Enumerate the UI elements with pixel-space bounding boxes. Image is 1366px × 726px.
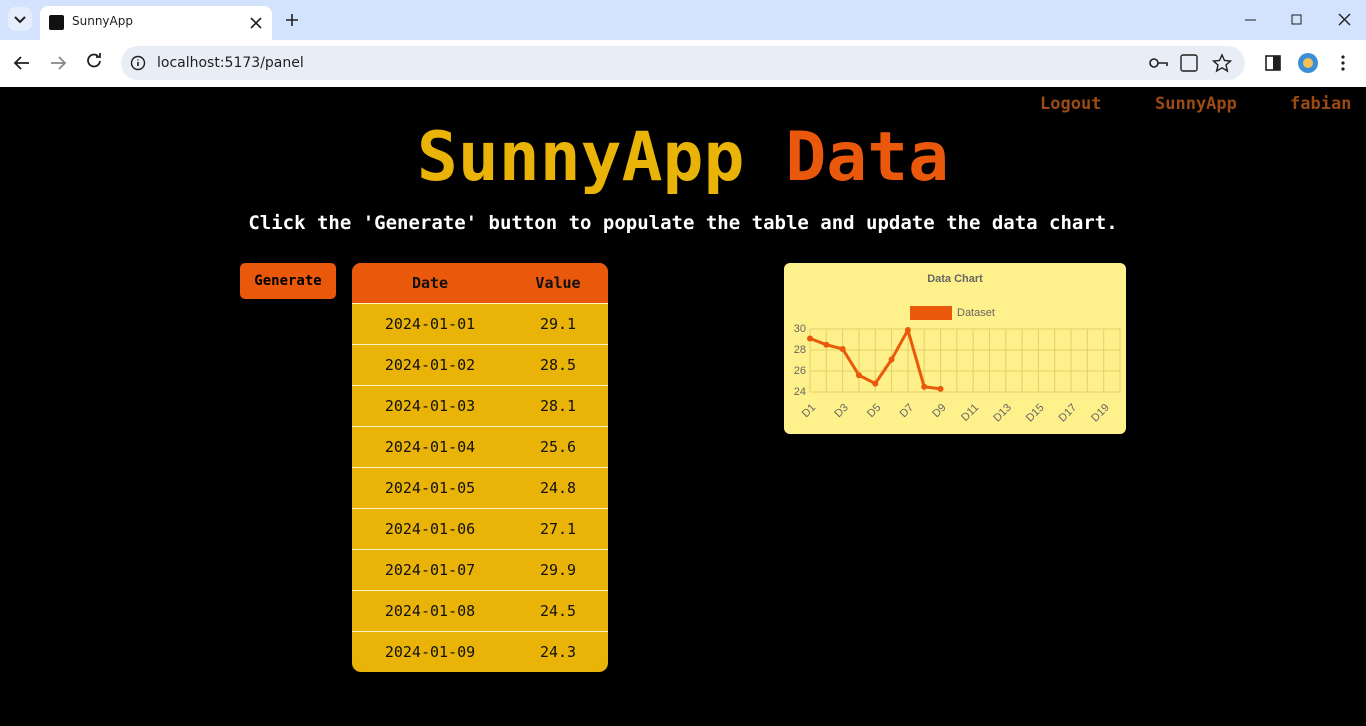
address-bar[interactable]: localhost:5173/panel (121, 46, 1245, 80)
table-cell: 2024-01-01 (384, 315, 476, 333)
table-row: 2024-01-09 24.3 (352, 632, 608, 672)
data-point (823, 341, 830, 348)
y-tick-label: 30 (794, 323, 806, 335)
window-controls[interactable] (1236, 10, 1366, 30)
y-tick-label: 24 (794, 386, 806, 398)
tab-close[interactable] (250, 17, 262, 29)
data-point (937, 385, 944, 392)
data-point (872, 380, 879, 387)
table-row: 2024-01-07 29.9 (352, 550, 608, 591)
chart-title: Data Chart (927, 273, 983, 285)
table-header: Date Value (352, 263, 608, 304)
data-table: Date Value 2024-01-01 29.1 2024-01-02 28.5 2… (352, 263, 608, 672)
instruction: Click the 'Generate' button to populate … (248, 212, 1118, 234)
data-point (921, 383, 928, 390)
tab-search[interactable] (0, 0, 40, 40)
column-header: Value (535, 274, 581, 292)
table-row: 2024-01-06 27.1 (352, 509, 608, 550)
tab-title: SunnyApp (72, 14, 133, 28)
data-point (839, 345, 846, 352)
browser-chrome: SunnyApp localhost:5173/panel (0, 0, 1366, 87)
tab-bar: SunnyApp (0, 0, 1366, 40)
title-part: Data (785, 118, 950, 197)
omnibox-icons[interactable] (1147, 53, 1237, 73)
title-part: SunnyApp (416, 118, 745, 197)
legend-label: Dataset (957, 307, 995, 319)
table-cell: 2024-01-04 (384, 438, 476, 456)
data-point (807, 335, 813, 342)
table-cell: 27.1 (539, 520, 577, 538)
table-cell: 29.9 (539, 561, 577, 579)
table-cell: 2024-01-07 (384, 561, 476, 579)
column-header: Date (411, 274, 449, 292)
table-cell: 25.6 (539, 438, 577, 456)
toolbar-icons[interactable] (1256, 48, 1366, 78)
y-tick-label: 26 (794, 365, 806, 377)
table-row: 2024-01-03 28.1 (352, 386, 608, 427)
chart-background (784, 263, 1126, 434)
nav-home[interactable]: SunnyApp (1155, 94, 1237, 114)
tab[interactable]: SunnyApp (40, 6, 272, 40)
favicon (49, 15, 64, 30)
data-point (904, 327, 911, 334)
table-cell: 2024-01-08 (384, 602, 476, 620)
generate-button[interactable]: Generate (240, 263, 336, 299)
table-cell: 24.5 (539, 602, 577, 620)
url: localhost:5173/panel (157, 55, 304, 71)
data-point (855, 372, 862, 379)
table-row: 2024-01-05 24.8 (352, 468, 608, 509)
new-tab[interactable] (285, 13, 299, 27)
site-info[interactable] (130, 55, 146, 71)
table-row: 2024-01-02 28.5 (352, 345, 608, 386)
legend-swatch (910, 306, 952, 320)
table-row: 2024-01-04 25.6 (352, 427, 608, 468)
table-cell: 24.8 (539, 479, 577, 497)
table-cell: 2024-01-05 (384, 479, 476, 497)
page-title: SunnyApp Data (0, 118, 1366, 197)
table-cell: 2024-01-09 (384, 643, 476, 661)
table-row: 2024-01-01 29.1 (352, 304, 608, 345)
table-cell: 2024-01-03 (384, 397, 476, 415)
data-point (888, 356, 895, 363)
nav-buttons[interactable] (0, 40, 110, 87)
table-cell: 28.1 (539, 397, 577, 415)
nav-user[interactable]: fabian (1290, 94, 1352, 114)
table-cell: 2024-01-02 (384, 356, 476, 374)
y-tick-label: 28 (794, 344, 806, 356)
table-row: 2024-01-08 24.5 (352, 591, 608, 632)
table-cell: 29.1 (539, 315, 577, 333)
nav-logout[interactable]: Logout (1040, 94, 1102, 114)
table-cell: 2024-01-06 (384, 520, 476, 538)
table-cell: 24.3 (539, 643, 577, 661)
table-cell: 28.5 (539, 356, 577, 374)
